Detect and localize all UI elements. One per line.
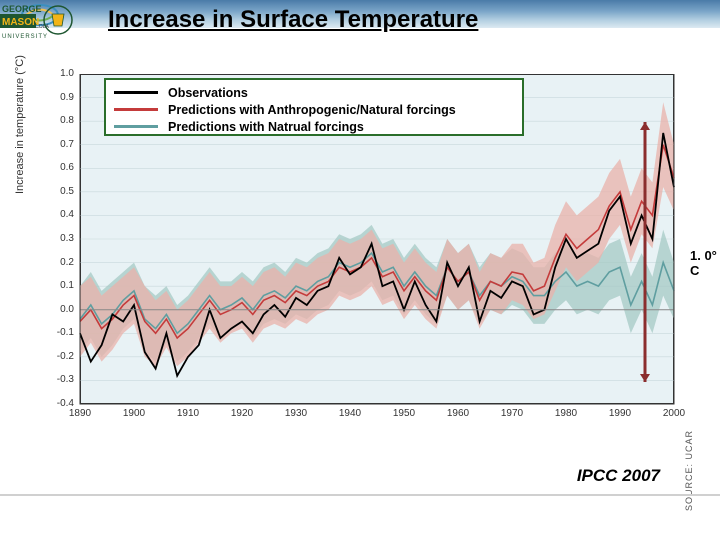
svg-text:GEORGE: GEORGE [2,4,42,14]
xtick-label: 1970 [497,408,527,419]
ytick-label: -0.1 [44,327,74,338]
xtick-label: 1940 [335,408,365,419]
xtick-label: 1890 [65,408,95,419]
legend-label: Predictions with Anthropogenic/Natural f… [168,103,456,117]
legend-swatch-anthro [114,108,158,111]
xtick-label: 1910 [173,408,203,419]
svg-text:UNIVERSITY: UNIVERSITY [2,34,48,40]
xtick-label: 1990 [605,408,635,419]
citation: IPCC 2007 [577,466,660,486]
gmu-logo: GEORGE MASON UNIVERSITY [0,0,78,42]
xtick-label: 2000 [659,408,689,419]
xtick-label: 1930 [281,408,311,419]
legend-box: Observations Predictions with Anthropoge… [104,78,524,136]
ytick-label: 1.0 [44,68,74,79]
ytick-label: 0.8 [44,115,74,126]
legend-swatch-natural [114,125,158,128]
ytick-label: 0.0 [44,304,74,315]
ytick-label: -0.3 [44,374,74,385]
chart-area: Increase in temperature (°C) Observation… [18,74,694,436]
delta-annotation: 1. 0° C [690,248,720,278]
ytick-label: 0.2 [44,257,74,268]
ytick-label: 0.3 [44,233,74,244]
ytick-label: 0.6 [44,162,74,173]
svg-text:MASON: MASON [2,17,39,28]
legend-label: Observations [168,86,248,100]
xtick-label: 1980 [551,408,581,419]
xtick-label: 1920 [227,408,257,419]
ytick-label: -0.2 [44,351,74,362]
legend-label: Predictions with Natrual forcings [168,120,364,134]
xtick-label: 1900 [119,408,149,419]
xtick-label: 1950 [389,408,419,419]
page-title: Increase in Surface Temperature [108,6,478,34]
ytick-label: 0.7 [44,139,74,150]
ytick-label: 0.4 [44,209,74,220]
xtick-label: 1960 [443,408,473,419]
footer-divider [0,494,720,496]
legend-item: Observations [114,84,514,101]
legend-item: Predictions with Anthropogenic/Natural f… [114,101,514,118]
legend-swatch-observations [114,91,158,94]
ytick-label: 0.9 [44,92,74,103]
legend-item: Predictions with Natrual forcings [114,118,514,135]
ytick-label: 0.1 [44,280,74,291]
yaxis-label: Increase in temperature (°C) [14,55,26,194]
source-label: SOURCE: UCAR [684,430,694,511]
ytick-label: 0.5 [44,186,74,197]
